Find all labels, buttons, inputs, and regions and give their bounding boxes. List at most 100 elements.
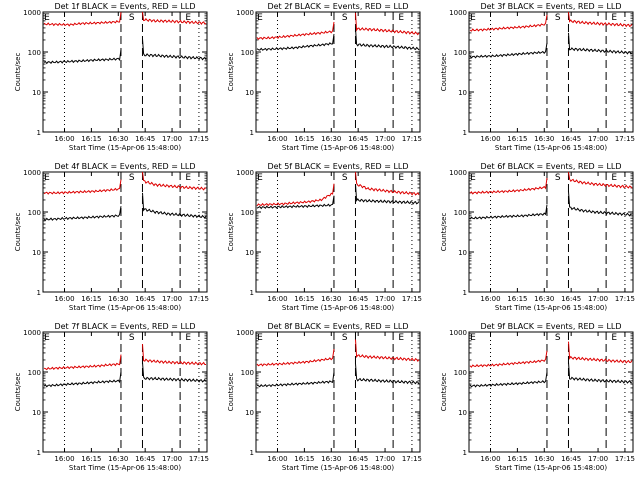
panel-title: Det 2f BLACK = Events, RED = LLD — [267, 2, 408, 11]
x-tick-label: 16:30 — [321, 455, 341, 463]
y-tick-label: 1000 — [449, 329, 467, 337]
series-line-pre — [469, 372, 548, 388]
event-marker-label: S — [555, 173, 561, 183]
x-tick-label: 16:00 — [267, 135, 287, 143]
plot-frame — [42, 171, 208, 293]
panel-title: Det 9f BLACK = Events, RED = LLD — [480, 322, 621, 331]
plot-frame — [468, 171, 634, 293]
series-line-post — [568, 11, 633, 28]
series-line-pre — [256, 34, 335, 52]
series-line-post — [142, 38, 207, 61]
x-tick-label: 17:15 — [189, 135, 209, 143]
y-tick-label: 1 — [250, 449, 254, 457]
y-tick-label: 1 — [250, 129, 254, 137]
x-tick-label: 16:45 — [561, 295, 581, 303]
series-line-pre — [43, 206, 122, 221]
y-tick-label: 1 — [463, 129, 467, 137]
event-marker-label: S — [129, 333, 135, 343]
y-tick-label: 1000 — [236, 169, 254, 177]
x-tick-label: 17:00 — [588, 135, 608, 143]
plot-frame — [42, 331, 208, 453]
x-axis-label: Start Time (15-Apr-06 15:48:00) — [282, 304, 394, 312]
x-axis-label: Start Time (15-Apr-06 15:48:00) — [69, 464, 181, 472]
x-tick-label: 16:15 — [507, 135, 527, 143]
x-tick-label: 16:00 — [480, 295, 500, 303]
event-marker-label: S — [555, 333, 561, 343]
series-line-pre — [256, 183, 335, 207]
series-line-post — [142, 11, 207, 25]
y-axis-label: Counts/sec — [227, 53, 235, 92]
y-tick-label: 100 — [28, 369, 41, 377]
series-line-post — [355, 28, 420, 51]
event-marker-label: E — [44, 173, 50, 183]
y-tick-label: 100 — [241, 209, 254, 217]
x-tick-label: 17:15 — [189, 295, 209, 303]
y-tick-label: 10 — [458, 409, 467, 417]
y-tick-label: 10 — [245, 409, 254, 417]
event-marker-label: E — [257, 333, 263, 343]
y-tick-label: 1 — [463, 449, 467, 457]
detector-panel-4: Det 4f BLACK = Events, RED = LLD 1 10 100 10… — [14, 162, 209, 312]
series-line-pre — [256, 372, 335, 388]
event-marker-label: E — [44, 13, 50, 23]
series-line-post — [568, 171, 633, 189]
y-tick-label: 1000 — [449, 9, 467, 17]
series-line-post — [142, 171, 207, 191]
x-tick-label: 17:15 — [402, 295, 422, 303]
x-tick-label: 17:00 — [162, 295, 182, 303]
y-tick-label: 10 — [245, 89, 254, 97]
event-marker-label: S — [129, 173, 135, 183]
y-tick-label: 100 — [454, 209, 467, 217]
series-line-pre — [256, 21, 335, 40]
event-marker-label: E — [611, 13, 617, 23]
event-marker-label: E — [257, 13, 263, 23]
series-line-post — [355, 363, 420, 385]
panel-title: Det 8f BLACK = Events, RED = LLD — [267, 322, 408, 331]
y-tick-label: 1000 — [449, 169, 467, 177]
x-axis-label: Start Time (15-Apr-06 15:48:00) — [69, 144, 181, 152]
x-tick-label: 16:30 — [321, 295, 341, 303]
x-tick-label: 17:00 — [162, 135, 182, 143]
y-tick-label: 10 — [32, 249, 41, 257]
x-axis-label: Start Time (15-Apr-06 15:48:00) — [495, 464, 607, 472]
x-axis-label: Start Time (15-Apr-06 15:48:00) — [495, 304, 607, 312]
x-tick-label: 16:45 — [348, 295, 368, 303]
y-tick-label: 1000 — [23, 169, 41, 177]
detector-panel-7: Det 7f BLACK = Events, RED = LLD 1 10 100 10… — [14, 322, 209, 472]
x-tick-label: 17:15 — [615, 295, 635, 303]
x-tick-label: 17:15 — [615, 455, 635, 463]
x-tick-label: 17:00 — [162, 455, 182, 463]
x-tick-label: 16:30 — [108, 295, 128, 303]
event-marker-label: E — [185, 173, 191, 183]
event-marker-label: E — [470, 13, 476, 23]
x-tick-label: 16:30 — [534, 295, 554, 303]
x-tick-label: 16:15 — [81, 295, 101, 303]
series-line-post — [142, 192, 207, 219]
panel-title: Det 1f BLACK = Events, RED = LLD — [54, 2, 195, 11]
y-tick-label: 1 — [37, 449, 41, 457]
x-tick-label: 17:00 — [588, 455, 608, 463]
x-tick-label: 16:45 — [135, 455, 155, 463]
panel-title: Det 4f BLACK = Events, RED = LLD — [54, 162, 195, 171]
x-tick-label: 17:15 — [615, 135, 635, 143]
x-tick-label: 16:30 — [108, 135, 128, 143]
series-line-post — [568, 362, 632, 384]
plot-frame — [42, 11, 208, 133]
plot-frame — [468, 331, 634, 453]
x-axis-label: Start Time (15-Apr-06 15:48:00) — [495, 144, 607, 152]
x-tick-label: 17:00 — [375, 455, 395, 463]
y-tick-label: 10 — [245, 249, 254, 257]
x-tick-label: 16:30 — [108, 455, 128, 463]
x-tick-label: 16:15 — [294, 135, 314, 143]
event-marker-label: S — [342, 173, 348, 183]
x-tick-label: 17:15 — [189, 455, 209, 463]
series-line-pre — [43, 371, 122, 388]
x-tick-label: 16:15 — [294, 455, 314, 463]
detector-panel-3: Det 3f BLACK = Events, RED = LLD 1 10 100 10… — [440, 2, 635, 152]
series-line-post — [142, 343, 206, 366]
x-tick-label: 16:15 — [507, 295, 527, 303]
event-marker-label: E — [257, 173, 263, 183]
y-axis-label: Counts/sec — [440, 373, 448, 412]
y-tick-label: 10 — [32, 409, 41, 417]
y-tick-label: 100 — [28, 209, 41, 217]
